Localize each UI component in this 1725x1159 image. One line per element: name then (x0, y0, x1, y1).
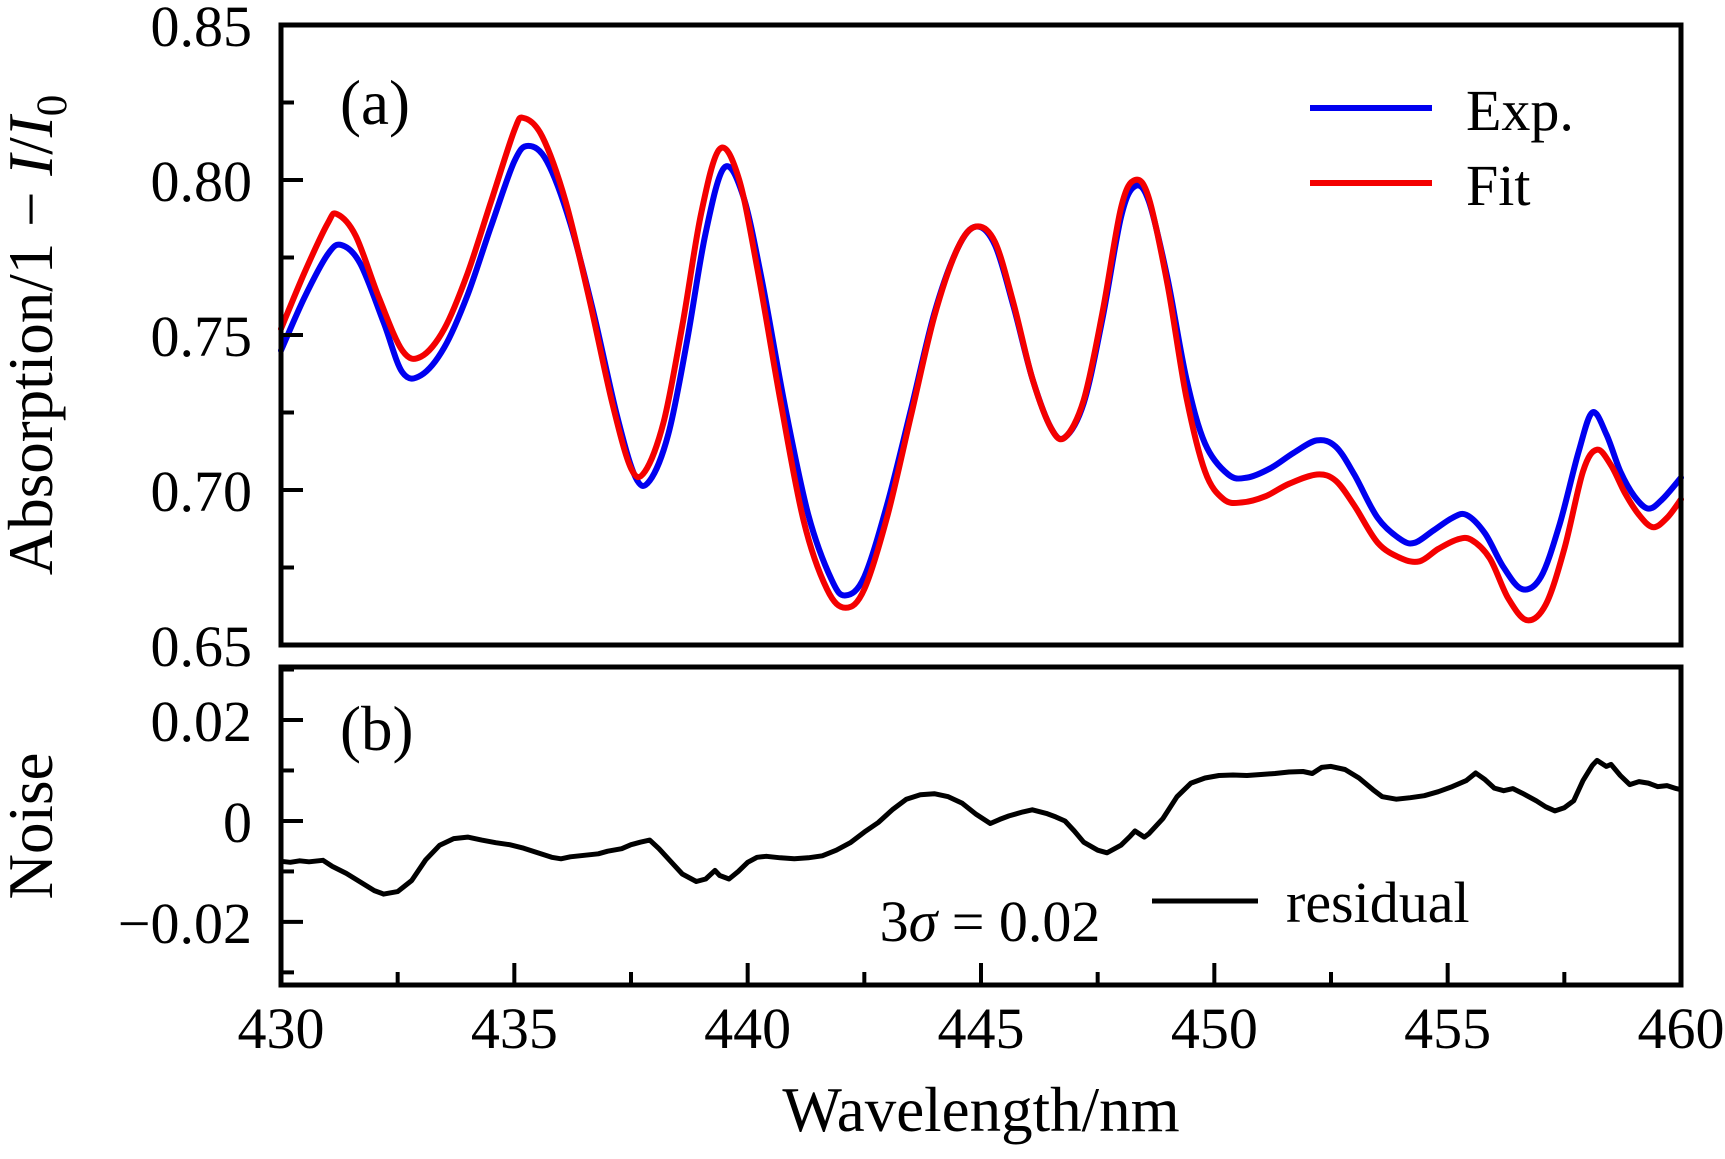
panel-a-y-tick-label: 0.70 (151, 459, 253, 524)
label-part: 0 (29, 95, 76, 117)
panel-b-y-tick-label: 0.02 (151, 689, 253, 754)
x-tick-label: 430 (238, 996, 325, 1061)
x-axis-title: Wavelength/nm (782, 1075, 1179, 1145)
ticks-layer (279, 23, 1683, 985)
panel-b-y-tick-label: 0 (223, 790, 252, 855)
x-tick-label: 440 (704, 996, 791, 1061)
label-part: = 0.02 (937, 889, 1100, 954)
panel-a-y-tick-label: 0.85 (151, 0, 253, 59)
y-axis-title-absorption: Absorption/1 − I/I0 (0, 95, 76, 576)
label-part: I (0, 152, 66, 177)
panel-a-y-tick-label: 0.80 (151, 149, 253, 214)
legend-residual-label: residual (1286, 870, 1470, 935)
x-tick-label: 445 (938, 996, 1025, 1061)
x-tick-label: 450 (1171, 996, 1258, 1061)
label-part: Absorption/1 − (0, 176, 66, 576)
panel-a-label: (a) (340, 68, 410, 138)
curves-layer (278, 114, 1684, 897)
tick-labels-layer: 0.85 0.80 0.75 0.70 0.65 0.02 0 −0.02 430 435 440 4… (118, 0, 1725, 1061)
x-tick-label: 460 (1638, 996, 1725, 1061)
panel-b-y-tick-label: −0.02 (118, 891, 252, 956)
label-part: I (0, 113, 66, 138)
legend-fit-label: Fit (1466, 153, 1531, 218)
panel-b-label: (b) (340, 694, 413, 764)
y-axis-title-noise: Noise (0, 753, 66, 900)
fit-curve (278, 114, 1684, 624)
residual-curve (278, 757, 1684, 897)
label-part: σ (909, 889, 940, 954)
x-tick-label: 435 (471, 996, 558, 1061)
legend-exp-label: Exp. (1466, 78, 1574, 143)
panel-a-y-tick-label: 0.65 (151, 614, 253, 679)
x-tick-label: 455 (1404, 996, 1491, 1061)
label-part: 3 (880, 889, 909, 954)
label-part: / (0, 137, 66, 155)
panel-a-y-tick-label: 0.75 (151, 304, 253, 369)
sigma-annotation: 3σ = 0.02 (880, 889, 1101, 954)
